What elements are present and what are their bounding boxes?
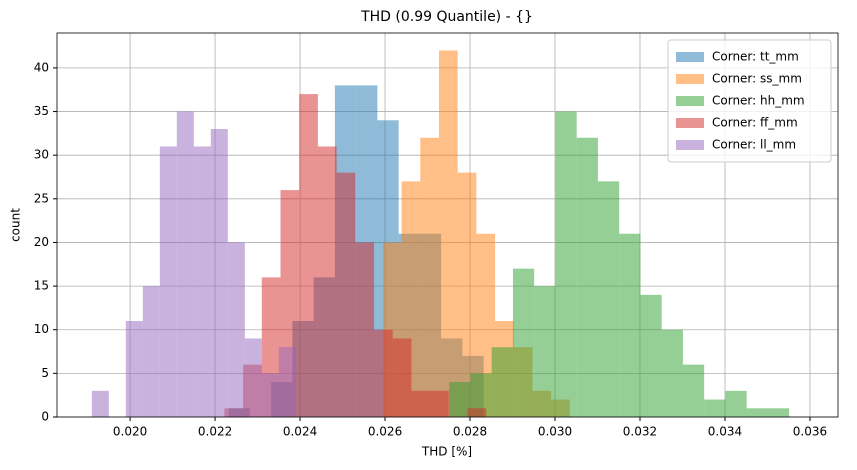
y-tick-label: 30 <box>34 148 49 162</box>
bar <box>317 146 337 418</box>
x-tick-label: 0.022 <box>198 425 232 439</box>
y-tick-label: 0 <box>41 410 49 424</box>
bar <box>512 268 535 417</box>
y-tick-label: 35 <box>34 104 49 118</box>
bar <box>336 172 356 417</box>
bar <box>430 390 449 417</box>
bar <box>373 329 393 417</box>
bar <box>476 233 496 417</box>
bar <box>299 94 318 417</box>
x-tick-label: 0.032 <box>623 425 657 439</box>
bar <box>125 321 143 417</box>
x-tick-label: 0.028 <box>453 425 487 439</box>
x-tick-label: 0.024 <box>283 425 317 439</box>
bar <box>767 408 790 417</box>
legend-swatch <box>676 140 704 150</box>
y-tick-label: 5 <box>41 366 49 380</box>
legend-swatch <box>676 118 704 128</box>
bar <box>210 129 228 417</box>
legend-swatch <box>676 52 704 62</box>
bar <box>725 390 747 417</box>
y-tick-label: 40 <box>34 60 49 74</box>
y-tick-label: 20 <box>34 235 49 249</box>
bar <box>278 347 296 417</box>
y-tick-label: 10 <box>34 322 49 336</box>
bar <box>449 382 471 417</box>
bar <box>411 390 431 417</box>
bar <box>261 373 279 417</box>
bar <box>457 172 477 417</box>
y-axis-label: count <box>9 208 23 242</box>
bar <box>244 338 262 417</box>
legend-swatch <box>676 74 704 84</box>
bar <box>193 146 211 418</box>
bar <box>227 242 245 417</box>
bar <box>467 408 487 417</box>
bar <box>597 181 620 417</box>
bar <box>746 408 768 417</box>
bar <box>439 50 458 418</box>
x-axis-label: THD [%] <box>421 445 472 459</box>
bar <box>355 242 374 417</box>
legend-label: Corner: ff_mm <box>712 116 798 130</box>
legend-label: Corner: tt_mm <box>712 50 799 64</box>
bar <box>176 111 194 417</box>
chart-title: THD (0.99 Quantile) - {} <box>360 9 533 25</box>
bar <box>704 399 726 417</box>
x-tick-label: 0.036 <box>793 425 827 439</box>
x-tick-label: 0.034 <box>708 425 742 439</box>
legend: Corner: tt_mm Corner: ss_mm Corner: hh_mm C… <box>667 39 832 163</box>
bar <box>555 111 577 417</box>
bar <box>491 347 513 417</box>
bar <box>619 233 641 417</box>
bar <box>142 286 160 417</box>
bar <box>91 390 109 417</box>
legend-box <box>667 39 832 163</box>
bar <box>682 364 705 417</box>
legend-label: Corner: ss_mm <box>712 72 802 86</box>
bar <box>661 329 683 417</box>
legend-label: Corner: hh_mm <box>712 94 805 108</box>
bar <box>640 294 662 417</box>
y-tick-label: 25 <box>34 191 49 205</box>
legend-label: Corner: ll_mm <box>712 138 796 152</box>
bar <box>420 137 440 417</box>
bar <box>534 286 556 417</box>
legend-swatch <box>676 96 704 106</box>
x-tick-label: 0.020 <box>113 425 147 439</box>
bar <box>159 146 177 418</box>
plot-frame <box>56 32 839 418</box>
y-tick-label: 15 <box>34 279 49 293</box>
bar <box>576 137 598 417</box>
bar <box>470 373 492 417</box>
bar <box>392 338 412 417</box>
x-tick-label: 0.026 <box>368 425 402 439</box>
x-tick-label: 0.030 <box>538 425 572 439</box>
